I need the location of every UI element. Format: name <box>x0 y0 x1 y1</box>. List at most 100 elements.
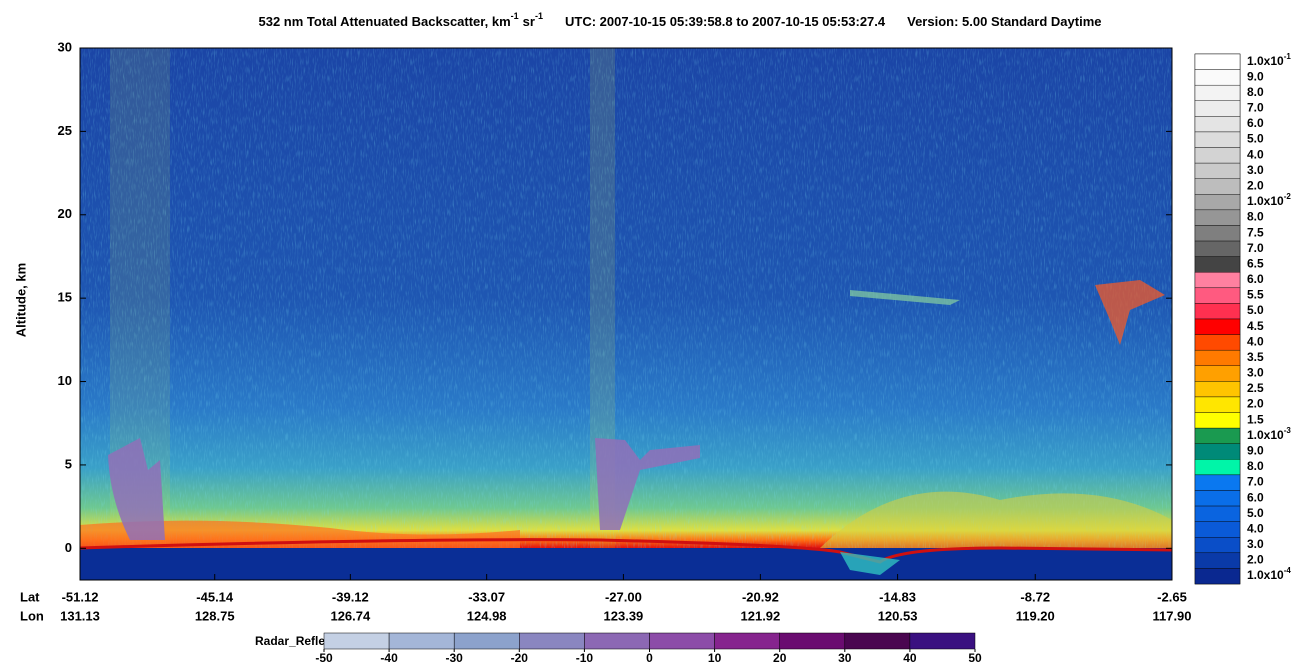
colorbar-label-text: 3.0 <box>1247 537 1264 551</box>
colorbar-label-exponent: -2 <box>1284 192 1292 201</box>
lat-label: Lat <box>20 589 40 604</box>
colorbar-swatch <box>1194 225 1241 242</box>
y-tick-label: 0 <box>65 540 72 555</box>
colorbar-label: 4.0 <box>1247 335 1264 349</box>
y-tick-label: 25 <box>58 123 72 138</box>
colorbar-label-text: 1.0x10 <box>1247 568 1284 582</box>
colorbar-label-text: 5.0 <box>1247 132 1264 146</box>
radar-tick-label: -50 <box>315 651 333 665</box>
colorbar-swatch <box>1194 194 1241 211</box>
x-tick-label: -51.12 <box>62 589 99 604</box>
colorbar-label-exponent: -3 <box>1284 426 1292 435</box>
colorbar-label: 3.0 <box>1247 163 1264 177</box>
colorbar-label: 6.0 <box>1247 116 1264 130</box>
colorbar-label-exponent: -4 <box>1284 566 1292 575</box>
colorbar-label: 3.0 <box>1247 366 1264 380</box>
colorbar-swatch <box>1194 272 1241 289</box>
colorbar-label-text: 6.0 <box>1247 490 1264 504</box>
backscatter-image <box>79 48 1173 580</box>
colorbar-label-text: 8.0 <box>1247 459 1264 473</box>
x-tick-label: -27.00 <box>605 589 642 604</box>
colorbar-label: 5.0 <box>1247 303 1264 317</box>
x-tick-label: -14.83 <box>879 589 916 604</box>
aerosol-layer <box>820 491 1172 548</box>
colorbar-label-text: 7.0 <box>1247 101 1264 115</box>
radar-tick-label: 10 <box>708 651 722 665</box>
colorbar-label-text: 1.0x10 <box>1247 194 1284 208</box>
colorbar-label: 5.5 <box>1247 288 1264 302</box>
colorbar-label: 2.0 <box>1247 553 1264 567</box>
colorbar-label-text: 2.0 <box>1247 179 1264 193</box>
colorbar-label: 1.0x10-4 <box>1247 566 1291 582</box>
colorbar-label: 1.0x10-3 <box>1247 426 1291 442</box>
chart-title: 532 nm Total Attenuated Backscatter, km-… <box>259 11 1102 29</box>
colorbar-label: 6.0 <box>1247 490 1264 504</box>
title-time: UTC: 2007-10-15 05:39:58.8 to 2007-10-15… <box>565 14 886 29</box>
colorbar-label: 7.0 <box>1247 475 1264 489</box>
colorbar-swatch <box>1194 381 1241 398</box>
radar-tick-label: -10 <box>576 651 594 665</box>
x-tick-label: -39.12 <box>332 589 369 604</box>
radar-swatch <box>779 632 846 650</box>
title-version: Version: 5.00 Standard Daytime <box>907 14 1101 29</box>
colorbar-swatch <box>1194 116 1241 133</box>
radar-swatch <box>388 632 455 650</box>
lon-tick-label: 117.90 <box>1152 608 1191 623</box>
radar-tick-label: 0 <box>646 651 653 665</box>
colorbar-label: 8.0 <box>1247 210 1264 224</box>
colorbar-label-text: 1.5 <box>1247 412 1264 426</box>
colorbar-label-text: 6.0 <box>1247 272 1264 286</box>
radar-echo <box>595 438 700 530</box>
colorbar-label-text: 5.0 <box>1247 303 1264 317</box>
lon-tick-label: 120.53 <box>878 608 918 623</box>
colorbar-swatch <box>1194 505 1241 522</box>
radar-echo <box>108 438 165 540</box>
title-exponent: -1 <box>535 11 543 21</box>
radar-tick-label: -30 <box>446 651 464 665</box>
colorbar-label-text: 5.0 <box>1247 506 1264 520</box>
x-tick-label: -8.72 <box>1020 589 1050 604</box>
colorbar-swatch <box>1194 287 1241 304</box>
colorbar-label: 2.0 <box>1247 397 1264 411</box>
plot-frame <box>79 47 1173 581</box>
colorbar-label-text: 7.0 <box>1247 241 1264 255</box>
colorbar-label: 4.0 <box>1247 522 1264 536</box>
colorbar-swatch <box>1194 209 1241 226</box>
colorbar-label-text: 3.0 <box>1247 366 1264 380</box>
x-tick-label: -2.65 <box>1157 589 1187 604</box>
colorbar-label: 4.0 <box>1247 147 1264 161</box>
radar-tick-label: 40 <box>903 651 917 665</box>
colorbar-label-text: 9.0 <box>1247 444 1264 458</box>
colorbar-swatch <box>1194 334 1241 351</box>
radar-swatch <box>844 632 911 650</box>
lon-tick-label: 121.92 <box>741 608 781 623</box>
x-tick-label: -20.92 <box>742 589 779 604</box>
colorbar-label-text: 2.0 <box>1247 397 1264 411</box>
colorbar-swatch <box>1194 53 1241 70</box>
lon-tick-label: 119.20 <box>1016 608 1055 623</box>
radar-swatch <box>453 632 520 650</box>
radar-tick-label: 30 <box>838 651 852 665</box>
cirrus-cloud <box>850 290 960 305</box>
colorbar-label-text: 1.0x10 <box>1247 54 1284 68</box>
colorbar-swatch <box>1194 552 1241 569</box>
colorbar-swatch <box>1194 256 1241 273</box>
colorbar-label: 3.0 <box>1247 537 1264 551</box>
colorbar-swatch <box>1194 349 1241 366</box>
radar-tick-label: -20 <box>511 651 529 665</box>
colorbar-label: 1.0x10-2 <box>1247 192 1291 208</box>
lon-tick-label: 126.74 <box>330 608 371 623</box>
radar-tick-label: 50 <box>968 651 982 665</box>
colorbar-label-text: 4.5 <box>1247 319 1264 333</box>
radar-tick-label: 20 <box>773 651 787 665</box>
colorbar-label: 3.5 <box>1247 350 1264 364</box>
colorbar-label: 1.0x10-1 <box>1247 52 1291 68</box>
colorbar-label-text: 8.0 <box>1247 210 1264 224</box>
colorbar-label-text: 7.0 <box>1247 475 1264 489</box>
y-tick-label: 5 <box>65 456 72 471</box>
colorbar-swatch <box>1194 412 1241 429</box>
colorbar-label-text: 5.5 <box>1247 288 1264 302</box>
colorbar-label-text: 4.0 <box>1247 522 1264 536</box>
cirrus-cloud <box>1095 280 1165 345</box>
colorbar-label: 5.0 <box>1247 132 1264 146</box>
